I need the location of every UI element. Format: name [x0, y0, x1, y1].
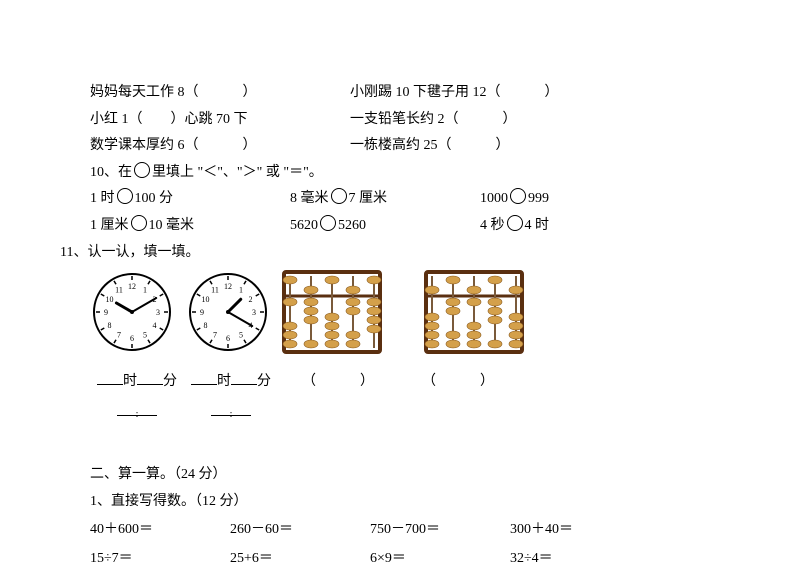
line-3b: 一栋楼高约 25（ — [350, 138, 452, 153]
circle-icon — [134, 162, 150, 178]
line-3a: 数学课本厚约 6（ — [90, 138, 199, 153]
circle-icon — [117, 188, 133, 204]
close-1a: ） — [243, 85, 257, 100]
q10-r1-c-r: 999 — [528, 191, 549, 206]
circle-icon — [510, 188, 526, 204]
close-1b: ） — [545, 85, 559, 100]
calc-row-2: 15÷7＝25+6＝6×9＝32÷4＝ — [90, 546, 710, 572]
clock-1-label: 时分 — [90, 369, 184, 396]
svg-text:1: 1 — [143, 286, 147, 295]
abacus-1-label: （） — [278, 369, 398, 396]
svg-text:2: 2 — [249, 295, 253, 304]
svg-text:4: 4 — [153, 321, 157, 330]
svg-text:5: 5 — [239, 331, 243, 340]
clock-2-label: 时分 — [184, 369, 278, 396]
q10-title-post: 里填上 "＜"、"＞" 或 "＝"。 — [152, 165, 323, 180]
svg-text:10: 10 — [201, 295, 209, 304]
clock-2: 121234567891011 — [186, 270, 270, 365]
svg-text:10: 10 — [105, 295, 113, 304]
abacus-2 — [424, 270, 524, 365]
svg-text:6: 6 — [130, 334, 134, 343]
circle-icon — [507, 215, 523, 231]
q10-r1-b-l: 8 毫米 — [290, 191, 329, 206]
circle-icon — [331, 188, 347, 204]
svg-text:12: 12 — [128, 282, 136, 291]
section-2-title: 二、算一算。（24 分） — [90, 462, 710, 489]
line-1b: 小刚踢 10 下毽子用 12（ — [350, 85, 501, 100]
svg-text:11: 11 — [115, 286, 123, 295]
svg-text:5: 5 — [143, 331, 147, 340]
q11-title: 11、认一认，填一填。 — [60, 245, 199, 260]
q10-title-pre: 10、在 — [90, 165, 132, 180]
circle-icon — [320, 215, 336, 231]
close-2b: ） — [503, 112, 517, 127]
q10-r2-c-l: 4 秒 — [480, 218, 505, 233]
abacus-2-label: （） — [398, 369, 518, 396]
line-2b: 一支铅笔长约 2（ — [350, 112, 459, 127]
q10-r1-c-l: 1000 — [480, 191, 508, 206]
svg-text:8: 8 — [107, 321, 111, 330]
line-2a-post: ）心跳 70 下 — [171, 112, 248, 127]
q10-r1-b-r: 7 厘米 — [349, 191, 388, 206]
q10-r2-b-l: 5620 — [290, 218, 318, 233]
q10-r2-c-r: 4 时 — [525, 218, 550, 233]
calc-row-1: 40＋600＝260－60＝750－700＝300＋40＝ — [90, 517, 710, 544]
abacus-1 — [282, 270, 382, 365]
svg-text:6: 6 — [226, 334, 230, 343]
svg-text:1: 1 — [239, 286, 243, 295]
clock-1-time: : — [90, 401, 184, 428]
q10-r1-a-l: 1 时 — [90, 191, 115, 206]
svg-text:7: 7 — [117, 331, 121, 340]
svg-text:7: 7 — [213, 331, 217, 340]
svg-text:11: 11 — [211, 286, 219, 295]
clock-1: 121234567891011 — [90, 270, 174, 365]
section-2-sub1: 1、直接写得数。（12 分） — [90, 489, 710, 516]
svg-text:9: 9 — [104, 308, 108, 317]
close-3a: ） — [243, 138, 257, 153]
close-3b: ） — [496, 138, 510, 153]
q10-r2-a-l: 1 厘米 — [90, 218, 129, 233]
svg-text:9: 9 — [200, 308, 204, 317]
svg-text:8: 8 — [203, 321, 207, 330]
svg-text:3: 3 — [252, 308, 256, 317]
line-2a-pre: 小红 1（ — [90, 112, 143, 127]
svg-text:12: 12 — [224, 282, 232, 291]
q10-r2-a-r: 10 毫米 — [149, 218, 195, 233]
line-1a: 妈妈每天工作 8（ — [90, 85, 199, 100]
svg-text:3: 3 — [156, 308, 160, 317]
clock-2-time: : — [184, 401, 278, 428]
q10-r2-b-r: 5260 — [338, 218, 366, 233]
circle-icon — [131, 215, 147, 231]
q10-r1-a-r: 100 分 — [135, 191, 174, 206]
